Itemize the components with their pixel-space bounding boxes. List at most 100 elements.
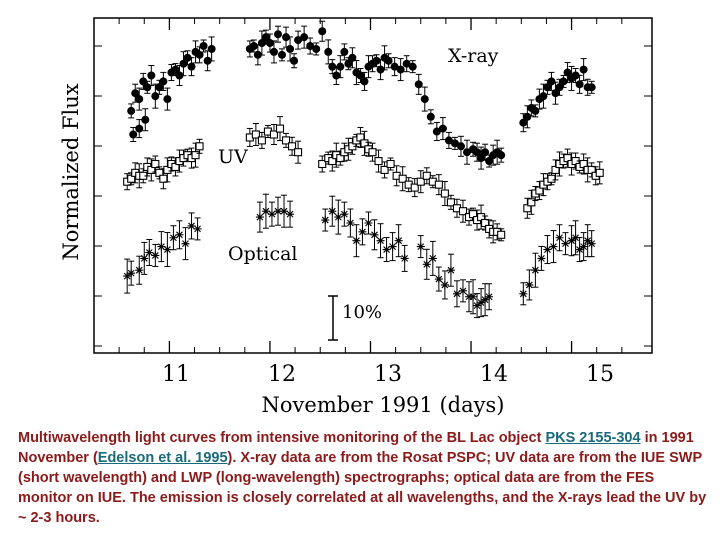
- optical-point: [151, 243, 160, 267]
- uv-point: [595, 161, 604, 185]
- x-ray-point: [135, 119, 144, 139]
- x-ray-point: [278, 48, 287, 62]
- optical-point: [400, 244, 409, 272]
- x-ray-point: [396, 58, 405, 82]
- x-tick-label: 14: [480, 362, 508, 387]
- optical-point: [376, 223, 385, 259]
- x-ray-point: [155, 79, 164, 95]
- uv-point: [386, 157, 395, 171]
- optical-point: [370, 219, 379, 251]
- x-ray-point: [575, 74, 584, 94]
- x-ray-point: [199, 39, 208, 53]
- x-ray-point: [318, 20, 327, 42]
- uv-point: [458, 199, 468, 223]
- optical-point: [440, 270, 449, 300]
- optical-point: [145, 239, 154, 266]
- xray-label: X-ray: [448, 45, 499, 67]
- optical-point: [127, 260, 136, 286]
- x-ray-point: [340, 43, 349, 61]
- x-ray-point: [253, 44, 262, 66]
- optical-point: [579, 232, 588, 262]
- optical-point: [261, 193, 270, 229]
- optical-point: [181, 227, 190, 261]
- uv-point: [288, 136, 297, 156]
- x-ray-point: [261, 29, 270, 45]
- optical-point: [543, 235, 552, 265]
- optical-point: [328, 195, 337, 227]
- optical-point: [340, 201, 349, 227]
- uv-point: [398, 166, 407, 192]
- x-ray-point: [273, 25, 282, 43]
- y-axis-label: Normalized Flux: [59, 83, 83, 260]
- x-ray-point: [195, 46, 204, 64]
- optical-point: [187, 212, 196, 240]
- x-ray-point: [207, 36, 216, 62]
- uv-point: [251, 123, 260, 146]
- x-ray-point: [420, 86, 429, 112]
- optical-point: [321, 208, 330, 232]
- optical-point: [477, 288, 486, 318]
- optical-point: [561, 232, 570, 256]
- optical-point: [531, 252, 540, 288]
- x-tick-label: 11: [162, 362, 190, 387]
- axis-ticks: [94, 18, 652, 353]
- optical-point: [452, 280, 461, 308]
- x-ray-point: [175, 65, 184, 86]
- x-ray-point: [135, 87, 144, 111]
- x-ray-point: [390, 57, 399, 77]
- optical-point: [519, 282, 528, 306]
- x-tick-labels: 11 12 13 14 15: [162, 362, 614, 387]
- optical-point: [273, 196, 282, 226]
- optical-point: [446, 253, 455, 287]
- optical-point: [428, 240, 437, 276]
- uv-point: [275, 116, 285, 142]
- x-ray-point: [426, 109, 435, 125]
- x-ray-point: [306, 37, 315, 55]
- optical-point: [469, 279, 478, 315]
- uv-point: [416, 170, 425, 194]
- optical-point: [388, 232, 397, 262]
- optical-point: [583, 224, 592, 258]
- uv-point: [281, 132, 291, 148]
- optical-point: [485, 283, 494, 311]
- optical-point: [537, 245, 546, 271]
- optical-point: [163, 232, 172, 268]
- x-ray-point: [497, 147, 506, 163]
- x-ray-point: [300, 25, 309, 49]
- scale-bar: [328, 295, 338, 341]
- x-ray-point: [187, 57, 196, 77]
- x-ray-point: [579, 58, 588, 82]
- optical-point: [571, 220, 580, 256]
- link-edelson-1995[interactable]: Edelson et al. 1995: [97, 450, 228, 466]
- x-ray-point: [360, 71, 369, 91]
- x-ray-point: [408, 60, 417, 74]
- optical-point: [358, 218, 367, 246]
- x-tick-label: 15: [586, 362, 614, 387]
- optical-point: [193, 217, 202, 241]
- optical-point: [458, 279, 467, 303]
- x-ray-point: [159, 71, 168, 91]
- optical-point: [394, 224, 403, 258]
- x-ray-point: [348, 47, 357, 69]
- optical-label: Optical: [228, 243, 298, 265]
- x-ray-point: [282, 26, 291, 48]
- x-ray-point: [414, 73, 423, 95]
- link-pks-2155-304[interactable]: PKS 2155-304: [545, 430, 641, 446]
- optical-point: [382, 237, 391, 263]
- optical-point: [555, 224, 564, 252]
- data-points: [123, 20, 604, 319]
- x-ray-point: [559, 74, 568, 88]
- x-ray-point: [456, 135, 465, 157]
- x-axis-label: November 1991 (days): [262, 393, 505, 417]
- x-ray-point: [563, 62, 572, 84]
- x-ray-point: [547, 71, 556, 91]
- x-ray-point: [141, 108, 150, 132]
- optical-point: [334, 199, 343, 235]
- x-ray-point: [290, 53, 299, 69]
- x-ray-point: [463, 139, 472, 165]
- optical-point: [567, 225, 576, 257]
- uv-point: [452, 198, 462, 218]
- x-ray-point: [257, 30, 266, 56]
- uv-point: [410, 178, 419, 198]
- x-ray-point: [127, 103, 136, 119]
